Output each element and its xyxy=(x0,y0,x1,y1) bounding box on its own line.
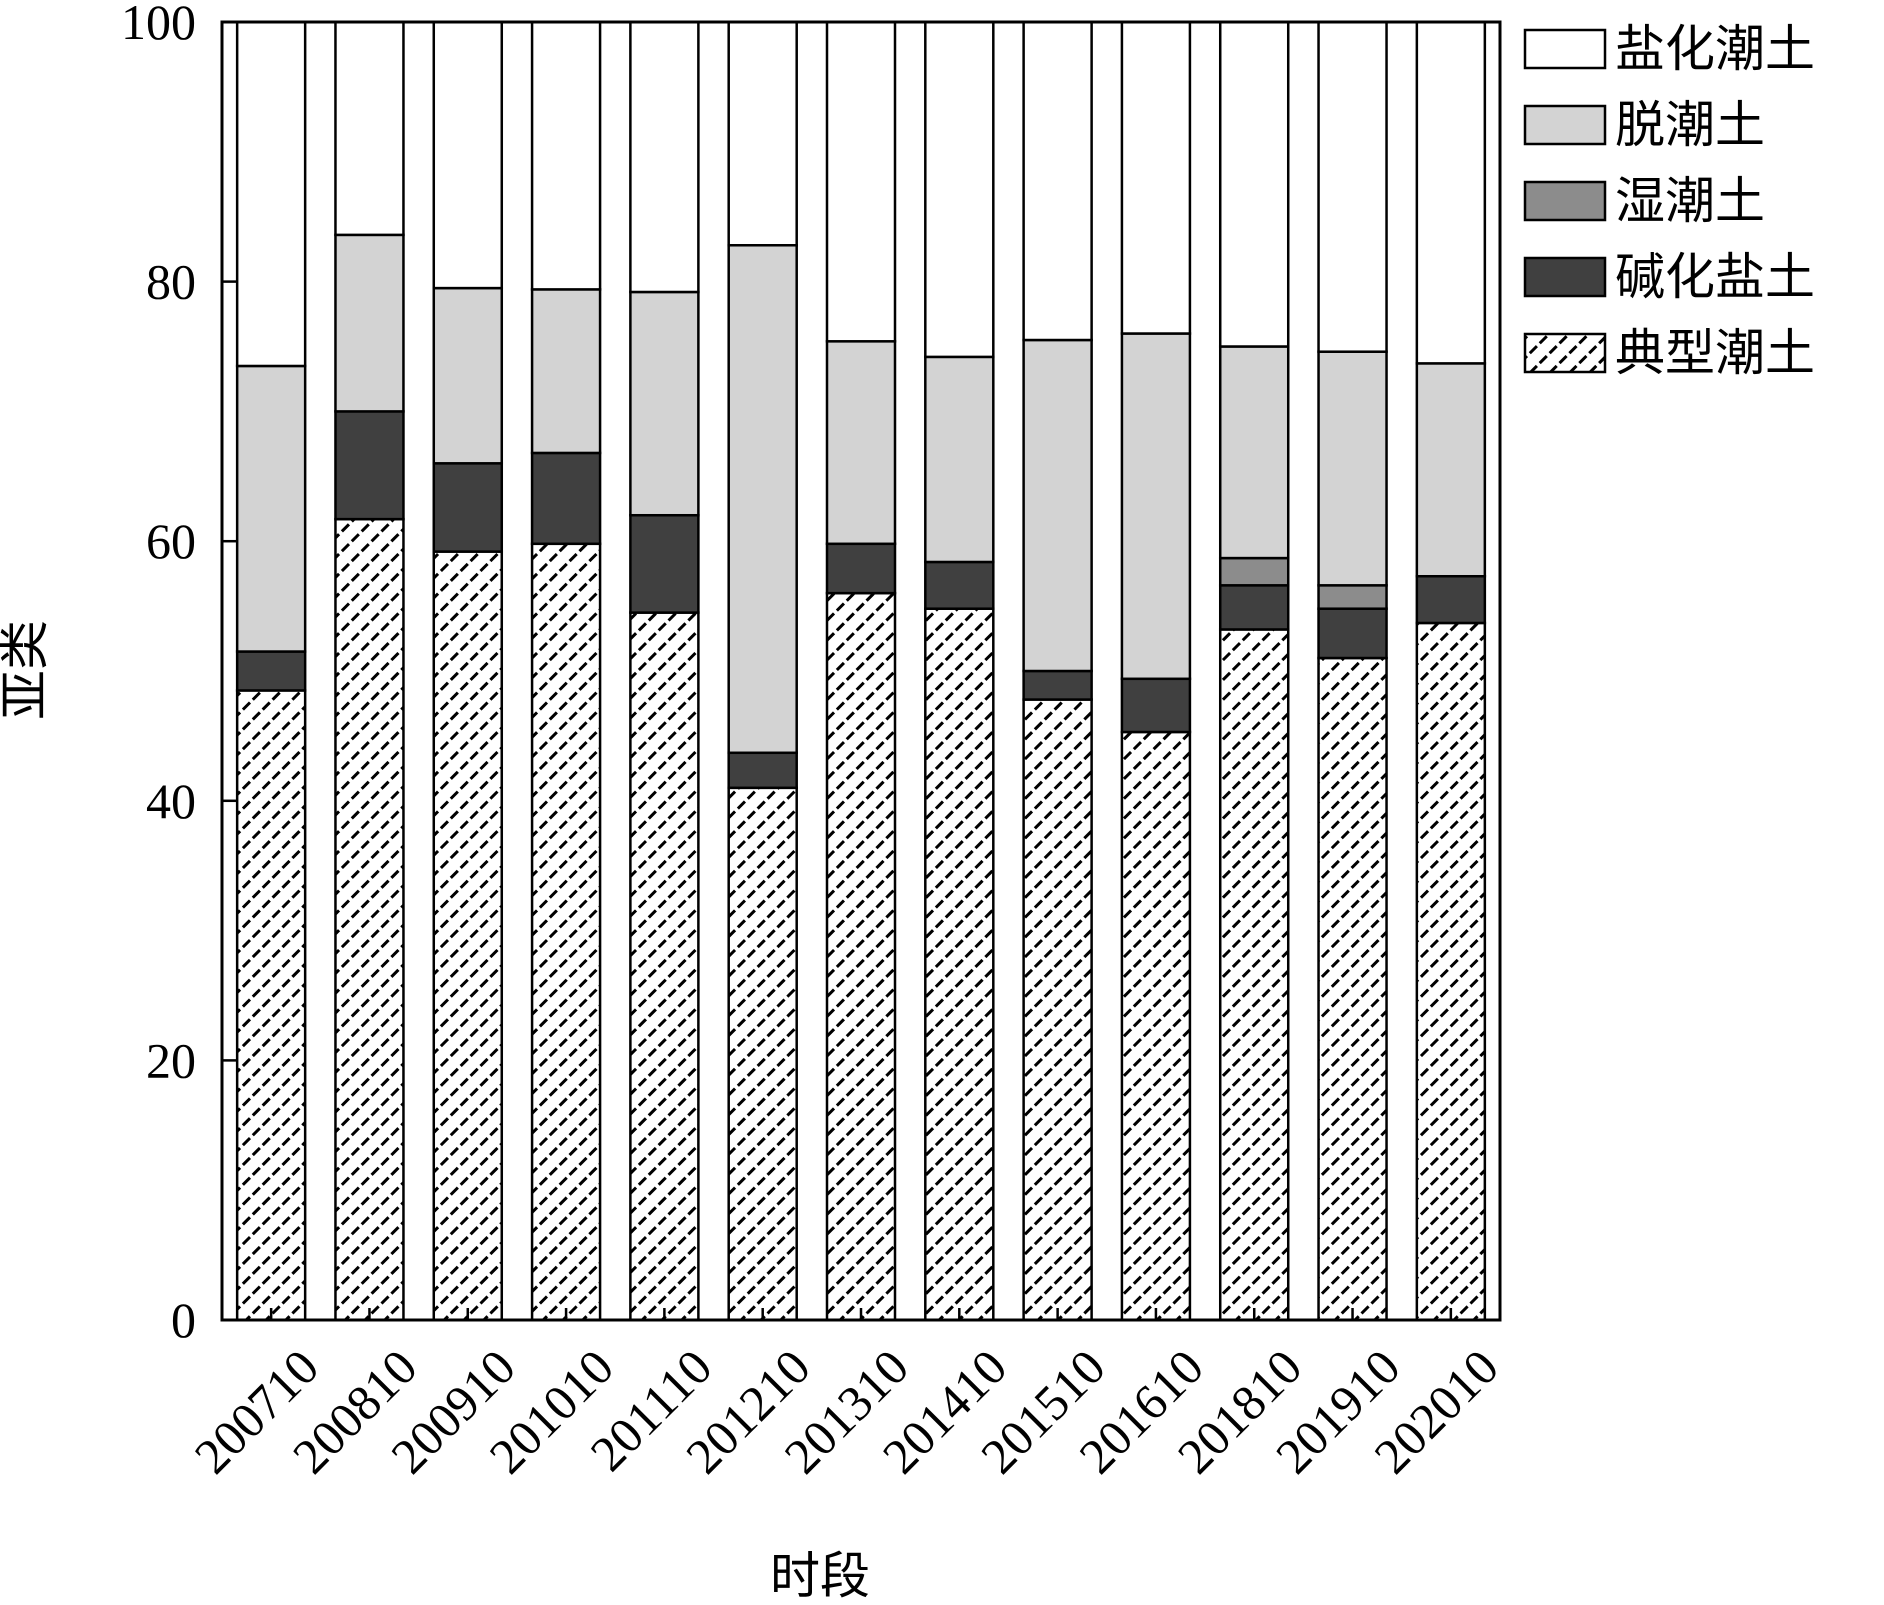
y-axis-title: 亚类 xyxy=(0,620,54,720)
bar-segment-200810-s4 xyxy=(334,20,405,237)
bar-segment-200810-s0 xyxy=(334,517,405,1322)
bar-segment-201910-s2 xyxy=(1317,584,1388,610)
bar-segment-201110-s0 xyxy=(629,611,700,1322)
bar-segment-202010-s1 xyxy=(1415,574,1487,625)
bar-segment-201210-s0 xyxy=(727,786,798,1322)
bar-segment-201110-s4 xyxy=(629,20,700,294)
bar-segment-200910-s1 xyxy=(432,462,504,553)
bar-segment-201210-s3 xyxy=(727,244,798,755)
legend-label: 脱潮土 xyxy=(1615,96,1765,154)
bar-segment-201810-s3 xyxy=(1218,345,1290,560)
legend-swatch xyxy=(1523,256,1607,298)
bar-segment-200910-s4 xyxy=(432,20,504,290)
bar-segment-201210-s4 xyxy=(727,20,798,247)
bar-segment-201910-s4 xyxy=(1317,20,1388,353)
y-tick-label: 20 xyxy=(146,1032,196,1088)
y-tick-label: 100 xyxy=(121,0,196,50)
legend-label: 碱化盐土 xyxy=(1615,248,1815,306)
bar-segment-201010-s0 xyxy=(530,542,602,1322)
bar-segment-201810-s2 xyxy=(1218,556,1290,587)
bar-segment-201010-s3 xyxy=(530,288,602,455)
bar-segment-202010-s4 xyxy=(1415,20,1487,365)
x-tick-labels: 2007102008102009102010102011102012102013… xyxy=(184,1308,1509,1484)
bar-segment-201310-s0 xyxy=(825,591,897,1322)
legend-label: 盐化潮土 xyxy=(1615,20,1815,78)
y-tick-label: 40 xyxy=(146,773,196,829)
bar-segment-201410-s1 xyxy=(924,560,995,610)
legend-swatch xyxy=(1523,104,1607,146)
y-tick-label: 80 xyxy=(146,254,196,310)
y-tick-labels: 0 20 40 60 80 100 xyxy=(121,0,236,1348)
bar-segment-201110-s1 xyxy=(629,513,700,614)
bar-segment-200710-s1 xyxy=(235,650,307,692)
bar-segment-201810-s1 xyxy=(1218,584,1290,631)
bar-segment-200710-s0 xyxy=(235,689,307,1322)
bar-segment-201310-s1 xyxy=(825,542,897,595)
bar-segment-201310-s4 xyxy=(825,20,897,343)
bar-segment-201110-s3 xyxy=(629,290,700,517)
legend-swatch xyxy=(1523,332,1607,374)
bar-segment-200810-s3 xyxy=(334,233,405,413)
bar-segment-201810-s0 xyxy=(1218,628,1290,1322)
bar-segment-201610-s3 xyxy=(1120,332,1192,681)
bar-segment-200910-s0 xyxy=(432,550,504,1322)
bar-segment-201910-s3 xyxy=(1317,350,1388,587)
bar-segment-201410-s0 xyxy=(924,607,995,1322)
bar-segment-201410-s3 xyxy=(924,355,995,564)
legend-swatch xyxy=(1523,28,1607,70)
bar-segment-201210-s1 xyxy=(727,751,798,790)
bar-segment-201510-s3 xyxy=(1022,338,1093,673)
bar-segment-201510-s1 xyxy=(1022,669,1093,701)
legend-label: 典型潮土 xyxy=(1615,324,1815,382)
legend-label: 湿潮土 xyxy=(1615,172,1765,230)
bar-segment-201610-s0 xyxy=(1120,730,1192,1322)
y-tick-label: 0 xyxy=(171,1292,196,1348)
bar-segment-202010-s3 xyxy=(1415,362,1487,578)
x-axis-title: 时段 xyxy=(770,1547,870,1605)
bar-segment-200710-s4 xyxy=(235,20,307,368)
bar-segment-200910-s3 xyxy=(432,286,504,465)
bar-segment-201910-s0 xyxy=(1317,656,1388,1322)
bar-segment-200810-s1 xyxy=(334,410,405,521)
y-tick-label: 60 xyxy=(146,513,196,569)
bar-segment-201010-s1 xyxy=(530,451,602,546)
bar-segment-201610-s1 xyxy=(1120,677,1192,734)
plot-frame xyxy=(220,20,1502,1322)
bar-segment-201310-s3 xyxy=(825,340,897,546)
bar-segment-201910-s1 xyxy=(1317,607,1388,660)
bar-segment-200710-s3 xyxy=(235,364,307,653)
legend-swatch xyxy=(1523,180,1607,222)
bar-segment-201410-s4 xyxy=(924,20,995,359)
bar-segment-201510-s4 xyxy=(1022,20,1093,342)
bar-segment-201810-s4 xyxy=(1218,20,1290,348)
bar-segment-202010-s0 xyxy=(1415,621,1487,1322)
bar-segment-201510-s0 xyxy=(1022,698,1093,1322)
bar-segment-201010-s4 xyxy=(530,20,602,291)
bars xyxy=(235,20,1487,1322)
bar-segment-201610-s4 xyxy=(1120,20,1192,335)
